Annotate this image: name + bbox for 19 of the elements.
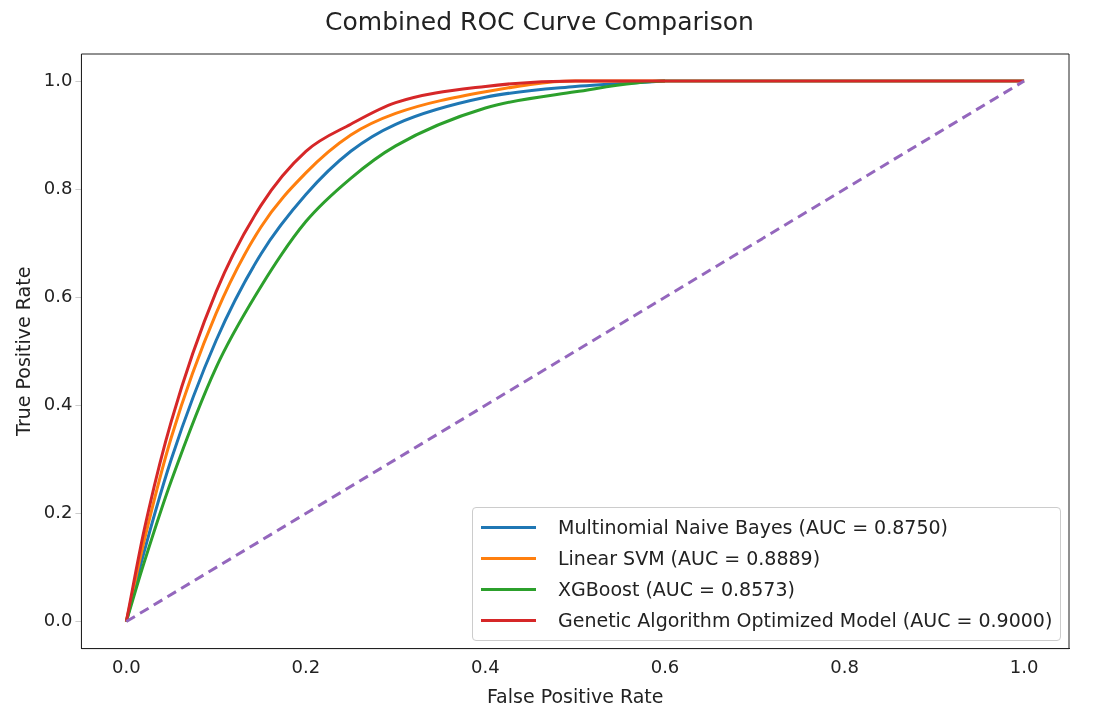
legend-label: Linear SVM (AUC = 0.8889) (558, 547, 821, 570)
x-tick-label: 0.0 (112, 656, 141, 678)
y-tick-label: 1.0 (43, 68, 73, 90)
x-tick-label: 1.0 (1009, 656, 1039, 678)
y-tick-label: 0.8 (43, 176, 73, 198)
y-tick-label: 0.6 (43, 284, 73, 306)
legend-label: Multinomial Naive Bayes (AUC = 0.8750) (558, 516, 948, 539)
y-tick-label: 0.4 (43, 393, 73, 415)
x-tick-label: 0.6 (650, 656, 680, 678)
x-tick-label: 0.8 (830, 656, 859, 678)
chart-title: Combined ROC Curve Comparison (325, 6, 754, 36)
legend-label: XGBoost (AUC = 0.8573) (558, 578, 795, 601)
legend-label: Genetic Algorithm Optimized Model (AUC = 0.9000) (558, 609, 1053, 632)
x-tick-label: 0.2 (291, 656, 321, 678)
x-axis-title: False Positive Rate (486, 684, 664, 707)
y-tick-label: 0.0 (43, 609, 73, 631)
y-axis-title: True Positive Rate (12, 266, 35, 437)
y-tick-label: 0.2 (43, 501, 73, 523)
x-tick-label: 0.4 (471, 656, 500, 678)
